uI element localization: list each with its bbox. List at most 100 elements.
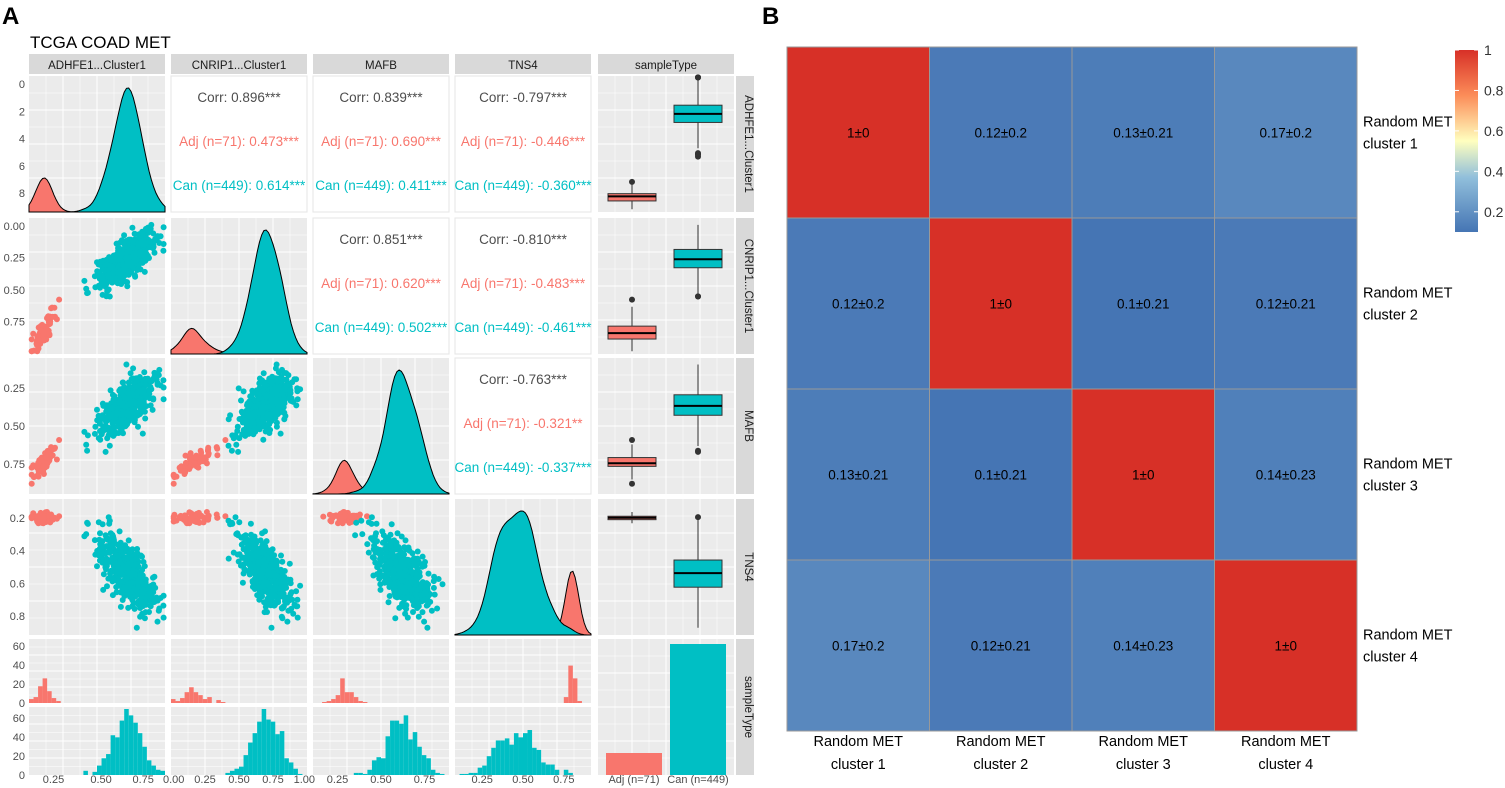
- can-point: [294, 396, 301, 403]
- can-point: [135, 583, 141, 590]
- adj-point: [170, 472, 177, 479]
- can-point: [261, 559, 268, 566]
- can-histogram-bar: [239, 766, 244, 775]
- can-point: [373, 530, 379, 537]
- adj-histogram-bar: [184, 692, 190, 703]
- pairs-plot-title: TCGA COAD MET: [30, 33, 171, 52]
- can-histogram-bar: [430, 769, 436, 775]
- can-histogram-bar: [412, 732, 418, 775]
- can-point: [252, 403, 259, 410]
- adj-histogram-bar: [322, 702, 327, 703]
- correlation-panel: [312, 75, 450, 213]
- can-histogram-bar: [399, 723, 404, 775]
- can-point: [280, 385, 287, 392]
- can-histogram-bar: [155, 769, 161, 775]
- can-point: [269, 555, 276, 562]
- can-point: [249, 419, 255, 425]
- can-point: [137, 397, 144, 404]
- adj-point: [356, 511, 363, 518]
- can-point: [97, 530, 103, 537]
- can-point: [109, 257, 116, 264]
- can-point: [246, 400, 253, 407]
- adj-histogram-bar: [335, 695, 341, 703]
- can-point: [110, 537, 117, 544]
- adj-histogram-bar: [42, 678, 48, 703]
- can-point: [258, 574, 265, 581]
- adj-point: [49, 313, 56, 320]
- adj-count-bar: [606, 753, 662, 775]
- can-point: [266, 403, 273, 410]
- heatmap-cell-label: 0.12±0.2: [975, 126, 1027, 141]
- x-tick-label: 0.25: [327, 774, 348, 786]
- can-density: [171, 229, 308, 355]
- adj-point: [348, 514, 355, 521]
- can-point: [160, 614, 167, 621]
- can-point: [403, 558, 410, 565]
- can-histogram-bar: [106, 754, 111, 775]
- can-point: [266, 375, 273, 382]
- can-point: [100, 426, 107, 433]
- adj-histogram-bar: [577, 701, 582, 703]
- adj-point: [205, 452, 212, 459]
- y-tick-label: 0.75: [4, 316, 25, 328]
- can-point: [383, 536, 390, 543]
- can-histogram-bar: [101, 758, 107, 775]
- correlation-panel: [170, 75, 308, 213]
- can-point: [109, 592, 116, 599]
- can-point: [123, 555, 130, 562]
- count-tick-label: 60: [13, 641, 25, 653]
- adj-point: [203, 460, 210, 467]
- can-point: [256, 549, 263, 556]
- heatmap-cell-label: 0.14±0.23: [1113, 639, 1173, 654]
- can-point: [425, 570, 432, 577]
- correlation-overall: Corr: 0.896***: [197, 90, 281, 105]
- can-point: [270, 572, 277, 579]
- can-point: [121, 278, 128, 285]
- can-point: [142, 415, 149, 422]
- adj-histogram-bar: [171, 699, 176, 703]
- can-histogram-bar: [403, 715, 409, 775]
- y-tick-label: 2: [19, 106, 25, 118]
- correlation-adj: Adj (n=71): -0.321**: [464, 416, 584, 431]
- adj-point: [28, 348, 35, 355]
- adj-histogram-bar: [189, 687, 194, 703]
- adj-point: [40, 337, 47, 344]
- x-tick-label: Can (n=449): [667, 774, 728, 786]
- adj-histogram-bar: [362, 702, 368, 703]
- can-point: [123, 263, 130, 270]
- can-point: [371, 555, 377, 562]
- can-histogram-bar: [288, 762, 294, 775]
- can-histogram-bar: [541, 762, 546, 775]
- can-point: [151, 598, 158, 605]
- can-point: [279, 615, 286, 622]
- can-point: [115, 264, 121, 271]
- can-point: [268, 624, 275, 631]
- can-point: [252, 564, 259, 571]
- can-point: [96, 545, 103, 552]
- adj-point: [187, 450, 194, 457]
- heatmap-cell-label: 0.13±0.21: [828, 468, 888, 483]
- can-histogram-bar: [225, 772, 230, 775]
- x-tick-label: 0.50: [512, 774, 533, 786]
- adj-point: [45, 313, 52, 320]
- adj-histogram-bar: [207, 697, 212, 703]
- can-histogram-bar: [115, 737, 120, 775]
- can-point: [419, 609, 426, 616]
- can-point: [435, 576, 442, 582]
- can-histogram-bar: [119, 720, 125, 775]
- can-point: [125, 569, 132, 576]
- can-histogram-bar: [495, 740, 501, 775]
- can-histogram-bar: [137, 733, 143, 775]
- can-point: [119, 379, 126, 386]
- adj-point: [214, 452, 221, 459]
- adj-point: [364, 513, 370, 520]
- can-point: [95, 282, 102, 289]
- y-tick-label: 8: [19, 188, 25, 200]
- adj-point: [188, 514, 195, 521]
- can-point: [113, 569, 120, 576]
- can-point: [287, 591, 294, 598]
- can-histogram-bar: [421, 755, 427, 775]
- heatmap-cell-label: 0.12±0.2: [832, 297, 884, 312]
- adj-point: [28, 336, 35, 343]
- can-point: [127, 370, 134, 377]
